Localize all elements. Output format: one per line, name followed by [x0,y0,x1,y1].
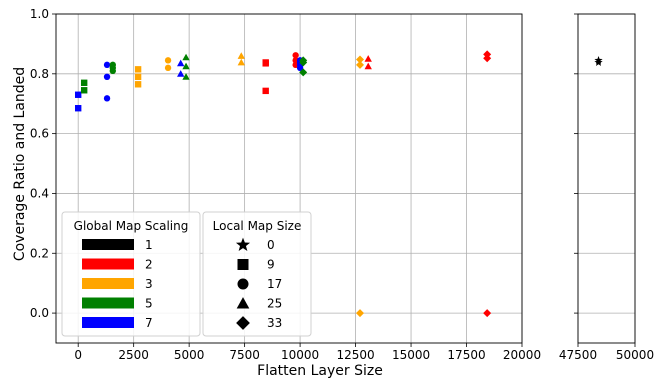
y-tick-label: 0.6 [30,127,49,141]
legend-color-swatch [82,239,134,250]
data-point [364,62,372,70]
y-tick-label: 0.4 [30,186,49,200]
legend-marker-symbol [237,278,249,290]
data-point [109,67,117,75]
x-tick-label: 5000 [174,348,205,362]
legend-frame [202,211,312,337]
legend-marker-label: 9 [267,258,275,272]
data-point [262,60,269,67]
legend-color-label: 5 [145,297,153,311]
data-point [299,68,308,77]
x-axis-label: Flatten Layer Size [257,363,383,379]
legend-marker-label: 33 [267,316,282,330]
data-point [182,53,190,61]
data-point [296,64,304,72]
data-point [74,105,82,112]
legend-marker-symbol [237,259,249,270]
data-point [299,58,308,67]
plot-frame [55,13,523,344]
color-legend-title: Global Map Scaling [74,219,189,233]
data-point [134,81,142,88]
marker-legend: Local Map Size 0 9 17 25 33 [202,211,312,337]
data-point [103,73,111,81]
legend-marker-symbol [236,297,250,309]
data-point [356,309,365,318]
data-point [483,309,492,318]
legend-marker-label: 25 [267,297,282,311]
marker-legend-title: Local Map Size [213,219,302,233]
y-tick-label: 0.2 [30,246,49,260]
y-tick-label: 0.8 [30,67,49,81]
legend-color-swatch [82,297,134,309]
data-point [74,91,82,98]
data-point [292,52,299,59]
data-point [164,64,172,72]
data-point [356,55,365,64]
y-axis-label: Coverage Ratio and Landed [12,67,28,261]
legend-color-swatch [82,278,134,289]
x-tick-label: 17500 [447,348,485,362]
data-point [134,73,142,81]
x-tick-label: 47500 [559,348,597,362]
right-panel-grid [577,13,636,343]
x-tick-label: 7500 [229,348,260,362]
legend-color-swatch [82,317,134,328]
legend-color-label: 2 [145,258,153,272]
data-point [237,58,245,66]
x-tick-label: 20000 [503,348,541,362]
legend-marker-symbol [235,237,251,252]
plot-frames [55,13,636,344]
data-points [74,50,603,318]
y-tick-label: 0.0 [30,306,49,320]
plot-frame [577,13,636,344]
data-point [182,62,190,70]
data-point [356,60,365,69]
legend-color-label: 3 [145,277,153,291]
data-point [103,61,111,69]
x-tick-label: 2500 [118,348,149,362]
data-point [164,57,172,64]
data-point [364,55,372,62]
legend-marker-label: 0 [267,238,275,252]
x-tick-label: 0 [74,348,82,362]
x-tick-label: 50000 [616,348,654,362]
color-legend: Global Map Scaling 1 2 3 5 7 [61,211,201,337]
data-point [262,87,269,95]
data-point [177,70,185,77]
legend-color-label: 1 [145,238,153,252]
y-tick-label: 1.0 [30,7,49,21]
legend-marker-symbol [236,316,250,330]
data-point [237,52,245,59]
legend-color-swatch [82,258,134,270]
tick-labels: 0.00.20.40.60.81.00 2500 5000 7500 10000 1250… [30,7,654,362]
x-tick-label: 12500 [336,348,374,362]
data-point [80,87,88,94]
data-point [594,58,603,66]
data-point [80,79,88,86]
x-tick-label: 15000 [392,348,430,362]
legend-color-label: 7 [145,316,153,330]
x-tick-label: 10000 [281,348,319,362]
data-point [483,54,492,63]
data-point [182,73,190,80]
data-point [177,59,185,67]
data-point [103,95,111,102]
legend-marker-label: 17 [267,277,282,291]
data-point [134,66,142,73]
